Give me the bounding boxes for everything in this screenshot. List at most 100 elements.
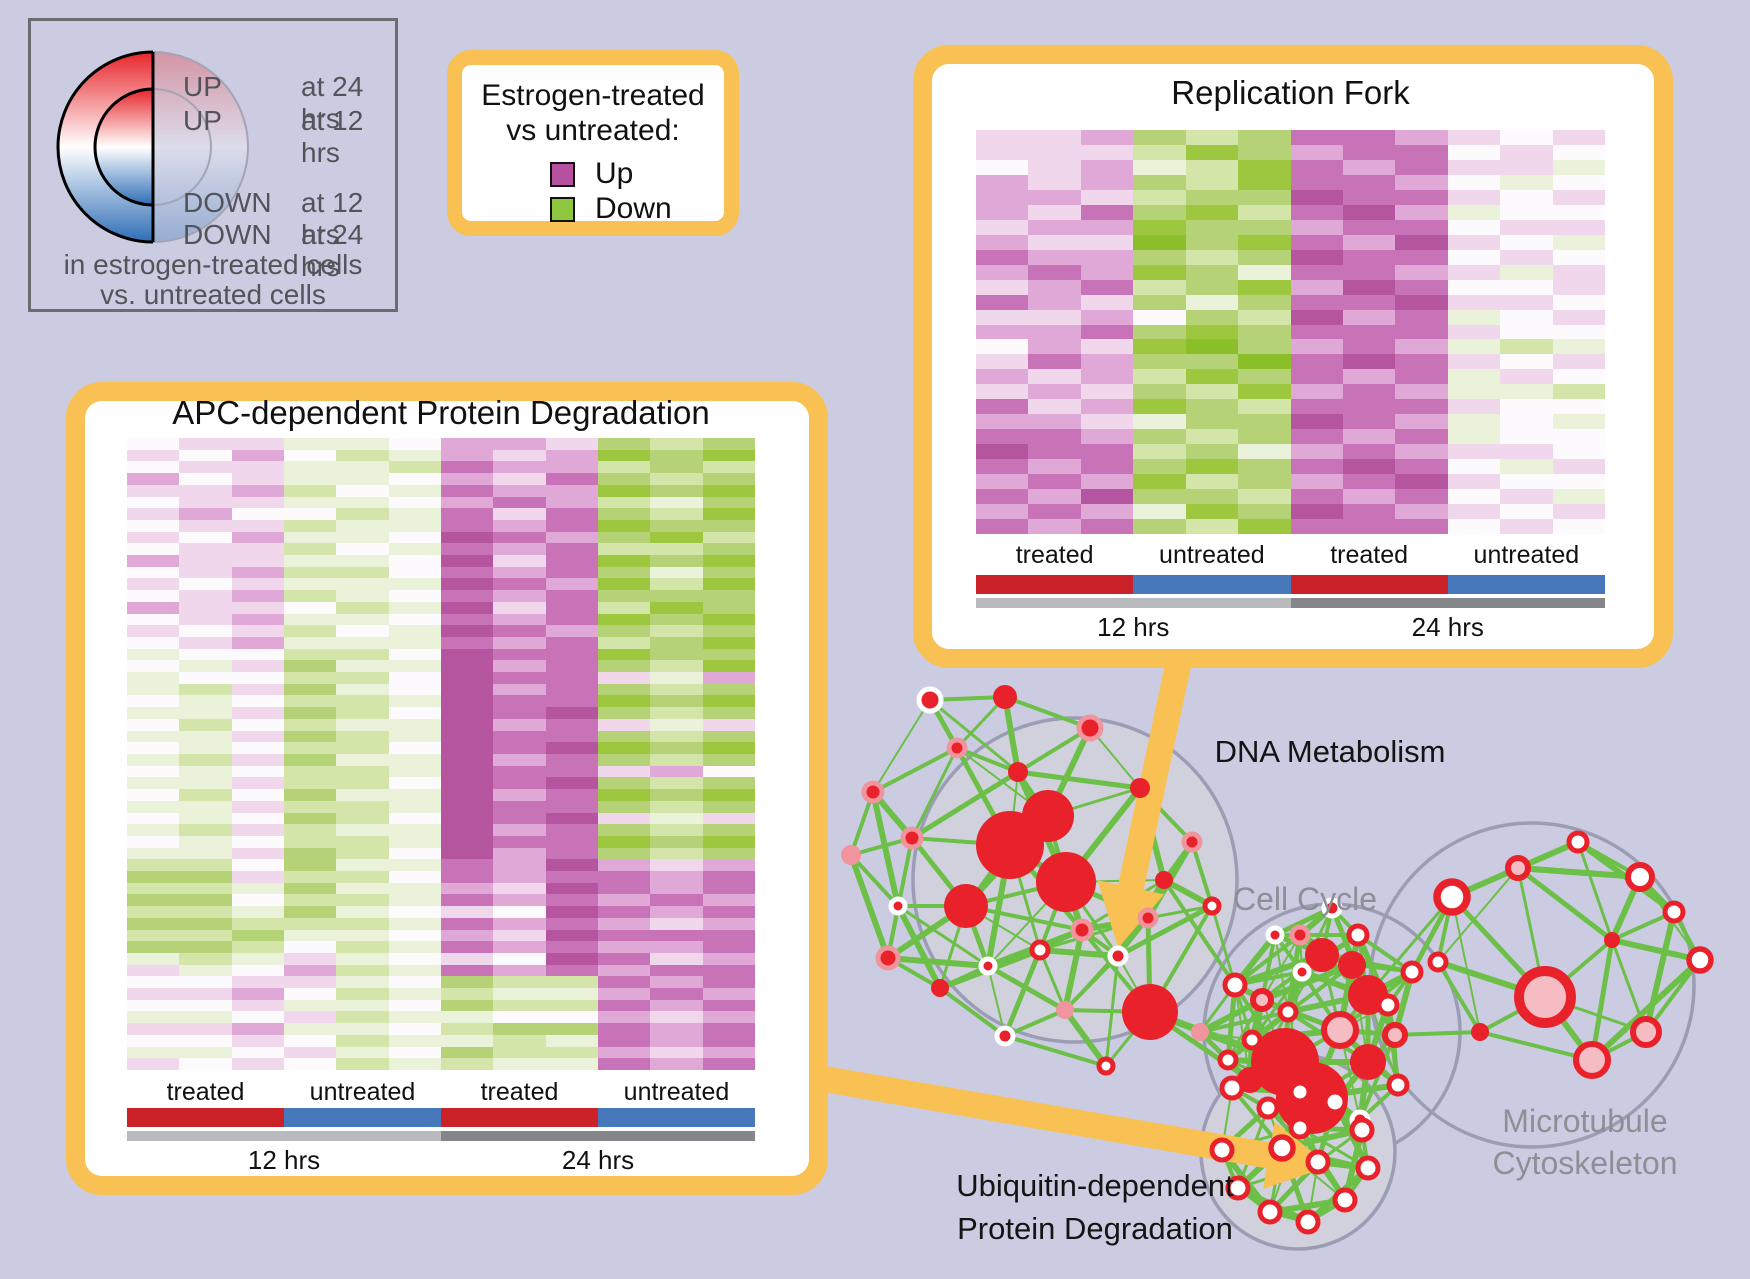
heatmap-cell xyxy=(1238,174,1291,190)
heatmap-cell xyxy=(440,929,494,942)
heatmap-cell xyxy=(650,1046,703,1059)
heatmap-cell xyxy=(702,941,755,953)
heatmap-cell xyxy=(597,976,651,989)
heatmap-cell xyxy=(1133,414,1186,430)
heatmap-cell xyxy=(231,742,284,754)
heatmap-cell xyxy=(231,964,284,977)
heatmap-cell xyxy=(976,429,1029,445)
network-node-r xyxy=(1604,932,1620,948)
heatmap-cell xyxy=(283,461,337,474)
network-node-d xyxy=(1277,1001,1299,1023)
heatmap-cell xyxy=(231,906,284,918)
ubiquitin-label-line1: Ubiquitin-dependent xyxy=(956,1168,1234,1203)
heatmap-cell xyxy=(336,461,389,474)
heatmap-cell xyxy=(1028,264,1081,280)
heatmap-cell xyxy=(1185,444,1239,460)
heatmap-cell xyxy=(283,625,337,637)
heatmap-cell xyxy=(1028,159,1081,175)
heatmap-cell xyxy=(650,496,703,509)
heatmap-cell xyxy=(440,648,494,661)
heatmap-cell xyxy=(1290,249,1343,265)
heatmap-cell xyxy=(440,800,494,813)
network-edge xyxy=(1516,866,1614,942)
heatmap-cell xyxy=(127,952,180,965)
network-edge xyxy=(849,853,900,908)
heatmap-cell xyxy=(1290,279,1343,295)
heatmap-cell xyxy=(1342,384,1396,400)
heatmap-cell xyxy=(493,742,546,754)
heatmap-cell xyxy=(1342,444,1396,460)
heatmap-cell xyxy=(388,461,441,474)
heatmap-cell xyxy=(1395,519,1448,534)
heatmap-cell xyxy=(440,578,494,591)
heatmap-cell xyxy=(283,672,337,684)
heatmap-cell xyxy=(650,672,703,684)
heatmap-cell xyxy=(179,1046,232,1059)
heatmap-cell xyxy=(179,1011,232,1024)
heatmap-cell xyxy=(336,555,389,567)
heatmap-cell xyxy=(702,695,755,708)
heatmap-cell xyxy=(336,952,389,965)
heatmap-cell xyxy=(545,555,598,567)
heatmap-cell xyxy=(231,613,284,626)
heatmap-cell xyxy=(702,590,755,602)
heatmap-cell xyxy=(976,489,1029,505)
heatmap-cell xyxy=(597,894,651,907)
heatmap-cell xyxy=(1552,429,1605,445)
heatmap-cell xyxy=(1290,474,1343,490)
condition-label: treated xyxy=(1015,541,1094,569)
heatmap-cell xyxy=(127,812,180,825)
heatmap-cell xyxy=(650,636,703,649)
network-edge xyxy=(1273,905,1334,938)
heatmap-cell xyxy=(493,473,546,485)
heatmap-cell xyxy=(1238,489,1291,505)
heatmap-cell xyxy=(179,578,232,591)
heatmap-cell xyxy=(388,566,441,579)
heatmap-cell xyxy=(127,601,180,614)
heatmap-cell xyxy=(231,496,284,509)
heatmap-cell xyxy=(1290,504,1343,520)
heatmap-cell xyxy=(1080,189,1134,205)
heatmap-cell xyxy=(545,1046,598,1059)
heatmap-cell xyxy=(1185,429,1239,445)
heatmap-cell xyxy=(388,473,441,485)
heatmap-cell xyxy=(1238,429,1291,445)
heatmap-cell xyxy=(1395,399,1448,415)
heatmap-cell xyxy=(1238,264,1291,280)
heatmap-cell xyxy=(493,601,546,614)
heatmap-cell xyxy=(493,461,546,474)
heatmap-cell xyxy=(179,449,232,462)
heatmap-cell xyxy=(1552,144,1605,160)
heatmap-cell xyxy=(1552,264,1605,280)
heatmap-cell xyxy=(388,765,441,778)
heatmap-cell xyxy=(545,894,598,907)
heatmap-cell xyxy=(1342,474,1396,490)
network-node-d xyxy=(1386,1073,1410,1097)
heatmap-cell xyxy=(231,1011,284,1024)
legend-down-12-dir: DOWN xyxy=(183,187,272,218)
heatmap-cell xyxy=(1342,489,1396,505)
heatmap-cell xyxy=(440,988,494,1000)
network-edge xyxy=(887,955,989,969)
time-label: 24 hrs xyxy=(561,1145,635,1175)
heatmap-cell xyxy=(1552,174,1605,190)
heatmap-cell xyxy=(545,777,598,790)
heatmap-cell xyxy=(1290,189,1343,205)
heatmap-cell xyxy=(1028,249,1081,265)
network-node-p xyxy=(1191,1023,1209,1041)
heatmap-cell xyxy=(1080,324,1134,340)
heatmap-cell xyxy=(493,438,546,450)
heatmap-cell xyxy=(231,1046,284,1059)
heatmap-cell xyxy=(231,941,284,953)
rf-condition-labels: treated untreated treated untreated xyxy=(976,541,1605,570)
heatmap-cell xyxy=(127,707,180,719)
heatmap-cell xyxy=(1028,444,1081,460)
heatmap-cell xyxy=(1133,474,1186,490)
heatmap-cell xyxy=(702,461,755,474)
network-node-d xyxy=(1288,1080,1312,1104)
heatmap-cell xyxy=(1133,444,1186,460)
heatmap-cell xyxy=(1028,204,1081,220)
heatmap-cell xyxy=(702,859,755,872)
heatmap-cell xyxy=(545,754,598,766)
time-label: 12 hrs xyxy=(1097,612,1170,642)
